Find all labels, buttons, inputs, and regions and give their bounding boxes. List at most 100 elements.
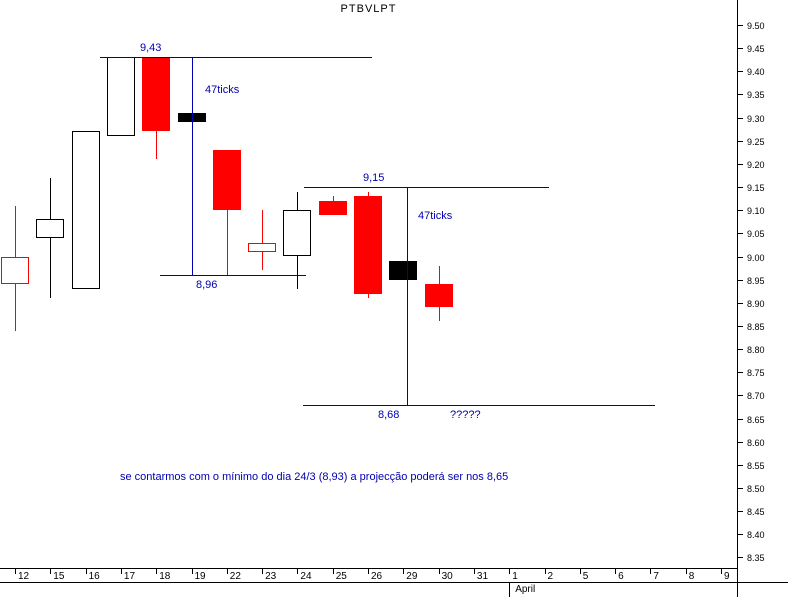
y-axis-tick: [738, 441, 743, 443]
measure-line-2[interactable]: [407, 187, 408, 405]
y-axis-label: 8.80: [747, 345, 765, 356]
y-axis-label: 8.85: [747, 321, 765, 332]
x-axis-tick: [262, 569, 264, 574]
x-axis-tick: [297, 569, 299, 574]
y-axis-tick: [738, 488, 743, 489]
price-label-9,15[interactable]: 9,15: [363, 172, 385, 185]
y-axis-label: 9.00: [747, 252, 765, 263]
x-axis-tick: [85, 569, 87, 574]
y-axis-tick: [738, 233, 743, 235]
annotation-text-3[interactable]: ?????: [450, 409, 481, 421]
y-axis-label: 9.25: [747, 136, 765, 147]
y-axis-tick: [738, 557, 743, 559]
y-axis-label: 8.60: [747, 437, 765, 448]
measure-line-1[interactable]: [192, 57, 193, 276]
x-axis-label: 6: [618, 571, 624, 582]
y-axis-tick: [738, 210, 743, 212]
y-axis-label: 8.35: [747, 553, 765, 564]
candle-29: [389, 261, 418, 280]
level-line-9,15[interactable]: [304, 187, 549, 189]
y-axis-tick: [738, 464, 743, 466]
x-axis-tick: [156, 569, 158, 574]
x-axis-tick: [579, 569, 581, 574]
month-label: April: [515, 584, 536, 595]
y-axis-tick: [738, 187, 743, 189]
x-axis-tick: [226, 569, 228, 574]
y-axis-label: 8.40: [747, 530, 765, 541]
y-axis-label: 8.45: [747, 507, 765, 518]
candle-17: [106, 57, 135, 137]
annotation-text-2[interactable]: 47ticks: [418, 210, 453, 222]
candle-16: [71, 131, 100, 289]
y-axis-tick: [738, 511, 743, 513]
candle-30: [424, 284, 453, 308]
y-axis-tick: [738, 325, 743, 327]
x-axis-tick: [650, 569, 652, 574]
y-axis-line: [737, 0, 738, 597]
price-label-9,43[interactable]: 9,43: [140, 42, 162, 55]
x-axis-label: 25: [335, 571, 347, 582]
candle-wick-15: [50, 177, 52, 299]
y-axis-tick: [738, 71, 743, 73]
month-boundary-tick: [509, 583, 511, 597]
y-axis-label: 8.70: [747, 391, 765, 402]
x-axis-tick: [615, 569, 617, 574]
y-axis-tick: [738, 140, 743, 142]
y-axis-label: 8.75: [747, 368, 765, 379]
x-axis-tick: [544, 569, 546, 574]
x-axis-label: 9: [724, 571, 730, 582]
x-axis-label: 12: [18, 571, 30, 582]
x-axis-label: 26: [371, 571, 383, 582]
x-axis-label: 15: [53, 571, 65, 582]
level-line-8,68[interactable]: [303, 404, 655, 406]
x-axis-label: 16: [88, 571, 100, 582]
y-axis-label: 8.95: [747, 275, 765, 286]
candle-wick-23: [262, 210, 264, 271]
x-axis-tick: [438, 569, 440, 574]
x-axis-label: 8: [688, 571, 695, 582]
x-axis-tick: [685, 569, 687, 574]
y-axis-label: 9.10: [747, 206, 765, 217]
price-label-8,96[interactable]: 8,96: [196, 279, 218, 292]
candle-18: [142, 57, 171, 132]
x-axis-label: 30: [441, 571, 453, 582]
candle-19: [177, 112, 206, 123]
y-axis-tick: [738, 279, 743, 281]
y-axis-tick: [738, 163, 743, 165]
y-axis-tick: [738, 117, 743, 119]
y-axis-tick: [738, 349, 743, 351]
x-axis-tick: [403, 569, 405, 574]
x-axis-tick: [721, 569, 722, 574]
y-axis-label: 9.45: [747, 44, 765, 55]
candle-24: [283, 210, 312, 257]
x-axis-label: 2: [547, 571, 554, 582]
y-axis-label: 9.05: [747, 229, 765, 240]
y-axis-tick: [738, 48, 743, 50]
candle-23: [248, 242, 277, 252]
y-axis-label: 8.55: [747, 460, 765, 471]
level-line-8,96[interactable]: [160, 275, 306, 277]
x-axis-label: 19: [194, 571, 206, 582]
y-axis-tick: [738, 534, 743, 536]
x-axis-tick: [368, 569, 369, 574]
x-axis-tick: [473, 569, 475, 574]
price-label-8,68[interactable]: 8,68: [378, 408, 400, 421]
y-axis-label: 9.15: [747, 183, 765, 194]
y-axis-tick: [738, 302, 743, 304]
y-axis-label: 9.40: [747, 67, 765, 78]
annotation-text-1[interactable]: 47ticks: [205, 84, 240, 96]
x-axis-tick: [509, 569, 511, 574]
chart-title: PTBVLPT: [340, 3, 397, 15]
y-axis-label: 9.20: [747, 159, 765, 170]
annotation-text-4[interactable]: se contarmos com o mínimo do dia 24/3 (8…: [120, 471, 509, 483]
x-axis-line: [0, 568, 738, 569]
x-axis-label: 29: [406, 571, 418, 582]
x-axis-label: 1: [512, 571, 518, 582]
y-axis-tick: [738, 94, 743, 96]
level-line-9,43[interactable]: [100, 57, 372, 59]
y-axis-label: 9.35: [747, 90, 765, 101]
